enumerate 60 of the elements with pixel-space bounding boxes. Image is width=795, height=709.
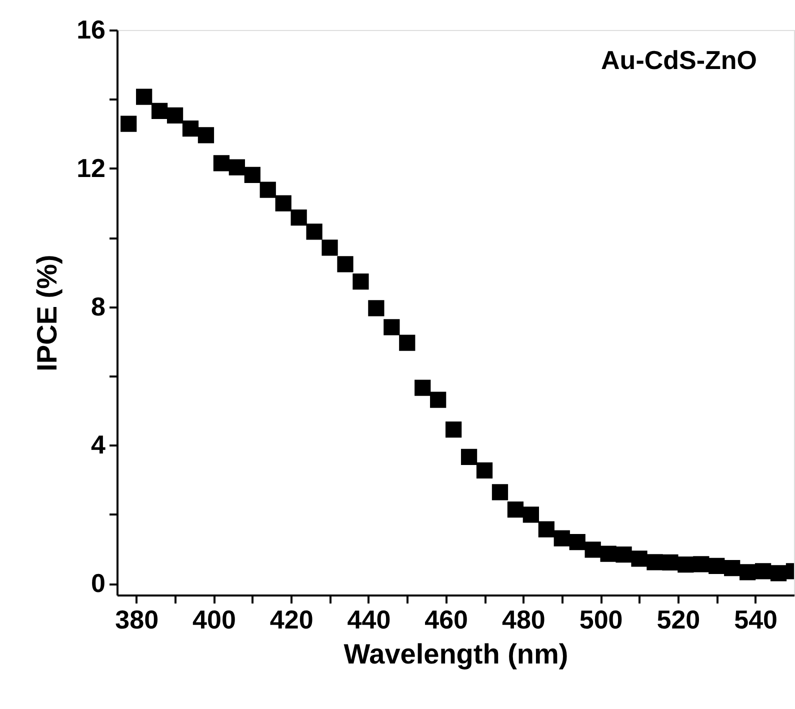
point xyxy=(446,422,462,438)
point xyxy=(368,300,384,316)
point xyxy=(631,550,648,567)
point xyxy=(740,564,756,580)
point xyxy=(584,542,601,558)
y-axis-title: IPCE (%) xyxy=(32,254,63,372)
point xyxy=(724,560,740,576)
point xyxy=(384,319,400,336)
point xyxy=(414,380,431,396)
x-tick-label: 380 xyxy=(115,604,159,634)
x-tick-label: 460 xyxy=(424,604,468,634)
x-tick-label: 400 xyxy=(192,604,236,634)
point xyxy=(120,116,137,132)
y-tick-label: 16 xyxy=(76,14,106,44)
point xyxy=(306,224,322,240)
point xyxy=(260,182,276,198)
point xyxy=(460,448,478,466)
y-tick-label: 8 xyxy=(91,291,106,322)
point xyxy=(678,556,694,573)
point xyxy=(352,273,369,290)
point xyxy=(693,556,710,572)
point xyxy=(166,107,184,124)
point xyxy=(476,462,493,479)
point xyxy=(492,484,508,500)
x-axis-title: Wavelength (nm) xyxy=(344,638,568,670)
y-tick-label: 4 xyxy=(91,430,106,460)
point xyxy=(151,102,168,120)
point xyxy=(569,534,586,550)
x-tick-label: 540 xyxy=(734,604,778,634)
point xyxy=(337,256,354,272)
point xyxy=(228,159,245,176)
x-tick-label: 440 xyxy=(347,604,391,634)
point xyxy=(213,155,230,172)
y-tick-label: 0 xyxy=(91,568,106,598)
point xyxy=(136,88,152,105)
point xyxy=(708,558,725,574)
point xyxy=(198,127,214,144)
annotation: Au-CdS-ZnO xyxy=(601,45,757,75)
point xyxy=(770,565,787,582)
y-tick-label: 12 xyxy=(76,152,106,183)
x-tick-label: 420 xyxy=(270,604,314,634)
point xyxy=(275,195,292,212)
point xyxy=(182,120,199,137)
point xyxy=(322,240,338,256)
point xyxy=(244,166,260,184)
point xyxy=(538,521,554,538)
point xyxy=(399,334,416,351)
x-tick-label: 480 xyxy=(502,604,546,634)
x-tick-label: 520 xyxy=(656,604,700,634)
point xyxy=(290,209,307,226)
point xyxy=(430,392,446,408)
x-tick-label: 500 xyxy=(579,604,623,634)
point xyxy=(507,501,524,518)
point xyxy=(754,563,772,580)
point xyxy=(522,506,539,523)
point xyxy=(616,546,632,563)
point xyxy=(554,530,570,546)
point xyxy=(646,554,663,570)
point xyxy=(600,546,616,562)
point xyxy=(662,554,678,571)
